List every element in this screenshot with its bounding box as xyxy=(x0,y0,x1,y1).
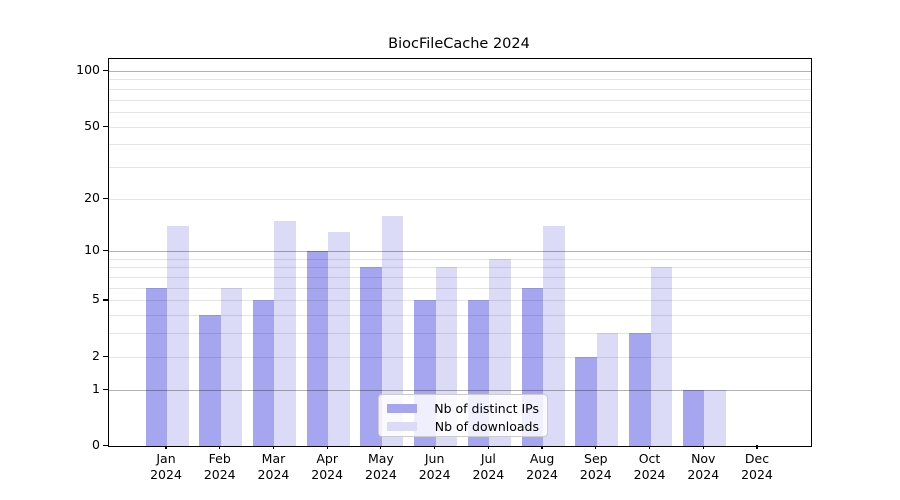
minor-gridline xyxy=(109,356,811,358)
minor-gridline xyxy=(109,300,811,302)
legend-label-distinct-ips: Nb of distinct IPs xyxy=(434,400,539,416)
minor-gridline xyxy=(109,277,811,279)
x-tick-label: May 2024 xyxy=(365,451,397,482)
y-tick-label: 50 xyxy=(84,117,100,133)
minor-gridline xyxy=(109,111,811,113)
plot-area: Nb of distinct IPs Nb of downloads xyxy=(108,58,812,447)
minor-gridline xyxy=(109,99,811,101)
minor-gridline xyxy=(109,258,811,260)
major-gridline xyxy=(109,71,811,72)
x-tick-mark xyxy=(702,445,704,449)
bar-nb-of-distinct-ips xyxy=(145,287,167,446)
y-tick-mark xyxy=(103,197,108,199)
x-tick-label: Jun 2024 xyxy=(418,451,451,482)
x-tick-mark xyxy=(648,445,651,449)
bar-nb-of-downloads xyxy=(167,225,189,446)
chart-title: BiocFileCache 2024 xyxy=(388,36,530,52)
bar-nb-of-distinct-ips xyxy=(682,389,705,446)
y-tick-label: 2 xyxy=(92,347,100,363)
y-tick-mark xyxy=(103,445,108,447)
minor-gridline xyxy=(109,126,811,128)
x-tick-label: Aug 2024 xyxy=(526,451,558,482)
y-tick-mark xyxy=(103,299,108,301)
bar-nb-of-downloads xyxy=(650,267,673,446)
x-tick-mark xyxy=(219,445,221,449)
legend-swatch-downloads xyxy=(387,422,417,431)
minor-gridline xyxy=(109,315,811,317)
minor-gridline xyxy=(109,267,811,269)
minor-gridline xyxy=(109,333,811,335)
legend-item-distinct-ips: Nb of distinct IPs xyxy=(387,400,539,417)
x-tick-mark xyxy=(165,445,167,449)
minor-gridline xyxy=(109,79,811,81)
x-tick-label: Sep 2024 xyxy=(579,451,612,482)
x-tick-mark xyxy=(541,445,543,449)
x-tick-label: Feb 2024 xyxy=(203,451,236,482)
x-tick-mark xyxy=(595,445,597,449)
y-tick-label: 100 xyxy=(76,62,100,77)
y-tick-label: 1 xyxy=(92,380,100,396)
legend-label-downloads: Nb of downloads xyxy=(434,418,539,434)
x-tick-mark xyxy=(380,445,382,449)
bar-nb-of-distinct-ips xyxy=(360,267,382,446)
x-tick-label: Apr 2024 xyxy=(311,451,344,482)
minor-gridline xyxy=(109,198,811,200)
x-tick-label: Oct 2024 xyxy=(633,451,666,482)
bar-nb-of-distinct-ips xyxy=(629,333,651,446)
y-tick-label: 0 xyxy=(92,437,100,452)
legend: Nb of distinct IPs Nb of downloads xyxy=(378,394,548,437)
y-tick-label: 5 xyxy=(92,291,100,307)
x-tick-label: Jan 2024 xyxy=(150,451,182,482)
bar-nb-of-distinct-ips xyxy=(199,315,221,446)
bar-nb-of-distinct-ips xyxy=(306,251,329,446)
major-gridline xyxy=(109,389,811,391)
bar-nb-of-downloads xyxy=(381,215,404,446)
bar-nb-of-downloads xyxy=(596,333,619,446)
x-tick-label: Mar 2024 xyxy=(257,451,290,482)
bar-nb-of-downloads xyxy=(274,220,296,446)
minor-gridline xyxy=(109,144,811,146)
y-tick-mark xyxy=(103,355,108,357)
minor-gridline xyxy=(109,166,811,168)
y-tick-mark xyxy=(103,388,108,390)
x-tick-mark xyxy=(272,445,275,449)
minor-gridline xyxy=(109,88,811,90)
y-tick-mark xyxy=(103,125,108,127)
x-tick-mark xyxy=(434,445,436,449)
x-tick-mark xyxy=(487,445,489,449)
x-tick-label: Dec 2024 xyxy=(741,451,773,482)
legend-item-downloads: Nb of downloads xyxy=(387,418,539,435)
bar-nb-of-distinct-ips xyxy=(575,356,597,446)
major-gridline xyxy=(109,251,811,253)
x-tick-mark xyxy=(326,445,328,449)
legend-swatch-distinct-ips xyxy=(387,404,417,413)
y-tick-mark xyxy=(103,70,108,72)
x-tick-label: Nov 2024 xyxy=(687,451,720,482)
x-tick-label: Jul 2024 xyxy=(472,451,505,482)
bar-nb-of-downloads xyxy=(543,225,565,446)
bar-nb-of-downloads xyxy=(704,389,726,446)
x-tick-mark xyxy=(756,445,758,449)
bar-nb-of-downloads xyxy=(220,287,243,446)
y-tick-label: 10 xyxy=(84,242,100,258)
y-tick-label: 20 xyxy=(84,189,100,205)
minor-gridline xyxy=(109,287,811,289)
y-tick-mark xyxy=(103,250,108,252)
bar-nb-of-distinct-ips xyxy=(252,300,275,446)
bar-nb-of-downloads xyxy=(328,231,350,446)
